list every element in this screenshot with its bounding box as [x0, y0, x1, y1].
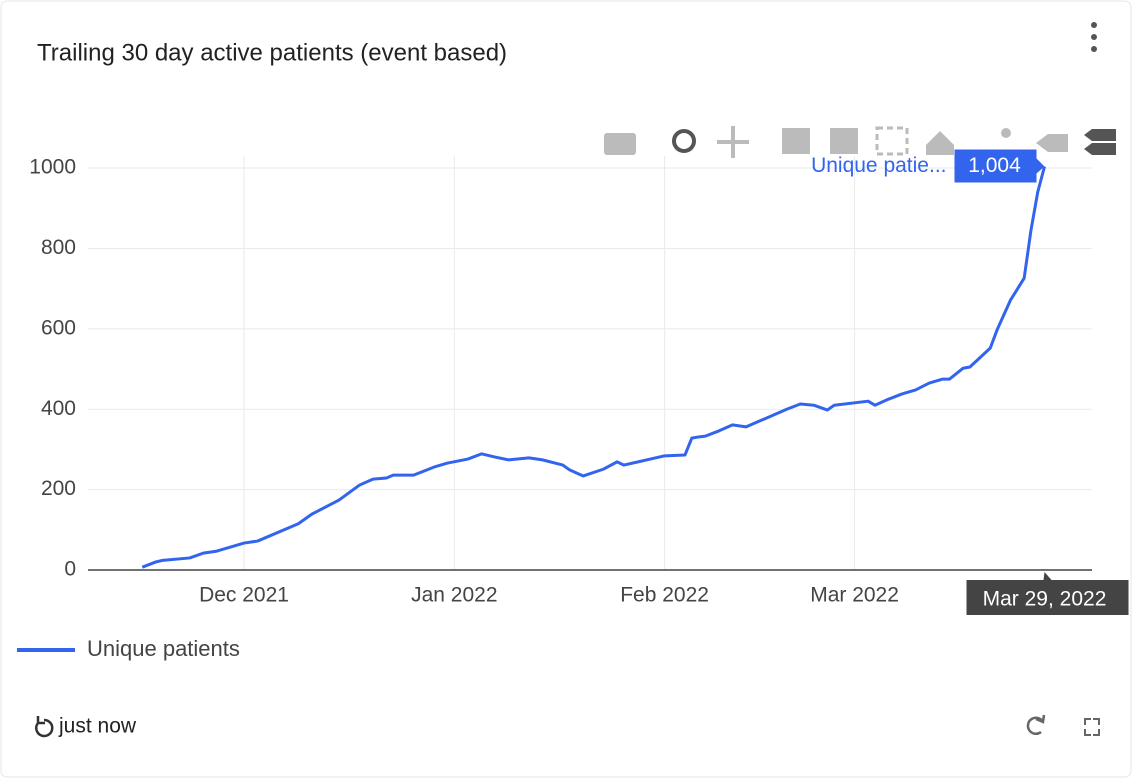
x-tick-label: Mar 2022	[810, 584, 899, 607]
hover-closest-icon[interactable]	[1036, 134, 1068, 152]
autoscale-icon[interactable]	[875, 126, 909, 156]
camera-icon[interactable]	[604, 133, 636, 155]
hover-compare-icon[interactable]	[1084, 129, 1116, 155]
x-tick-label: Feb 2022	[620, 584, 709, 607]
hover-box	[954, 149, 1045, 183]
chart-title: Trailing 30 day active patients (event b…	[37, 39, 507, 66]
series-line	[141, 166, 1046, 569]
refresh-icon[interactable]	[35, 716, 54, 738]
x-tick-label: Jan 2022	[411, 584, 497, 607]
y-tick-label: 1000	[29, 156, 76, 179]
y-tick-label: 600	[41, 316, 76, 339]
legend-label[interactable]: Unique patients	[87, 636, 240, 661]
hover-series-label: Unique patie...	[811, 154, 946, 177]
zoom-icon[interactable]	[672, 129, 696, 153]
fullscreen-button[interactable]	[1084, 718, 1100, 736]
menu-button[interactable]	[1091, 22, 1097, 52]
reload-button[interactable]	[1026, 714, 1046, 735]
y-tick-label: 800	[41, 236, 76, 259]
plot: 0 200 400 600 800 1000 Dec 2021 Jan 2022 Feb 202…	[29, 149, 1129, 615]
hover-x-box	[966, 572, 1129, 615]
y-tick-label: 0	[64, 558, 76, 581]
y-tick-label: 400	[41, 397, 76, 420]
refresh-label: just now	[58, 715, 137, 738]
x-tick-label: Dec 2021	[199, 584, 289, 607]
modebar	[604, 126, 1116, 158]
spike-icon[interactable]	[1001, 128, 1011, 138]
hover-x-label: Mar 29, 2022	[983, 588, 1107, 611]
y-tick-label: 200	[41, 477, 76, 500]
hover-value: 1,004	[968, 154, 1021, 177]
reset-icon[interactable]	[926, 131, 954, 155]
zoom-out-icon[interactable]	[830, 128, 858, 154]
zoom-in-icon[interactable]	[782, 128, 810, 154]
pan-icon[interactable]	[717, 126, 749, 158]
